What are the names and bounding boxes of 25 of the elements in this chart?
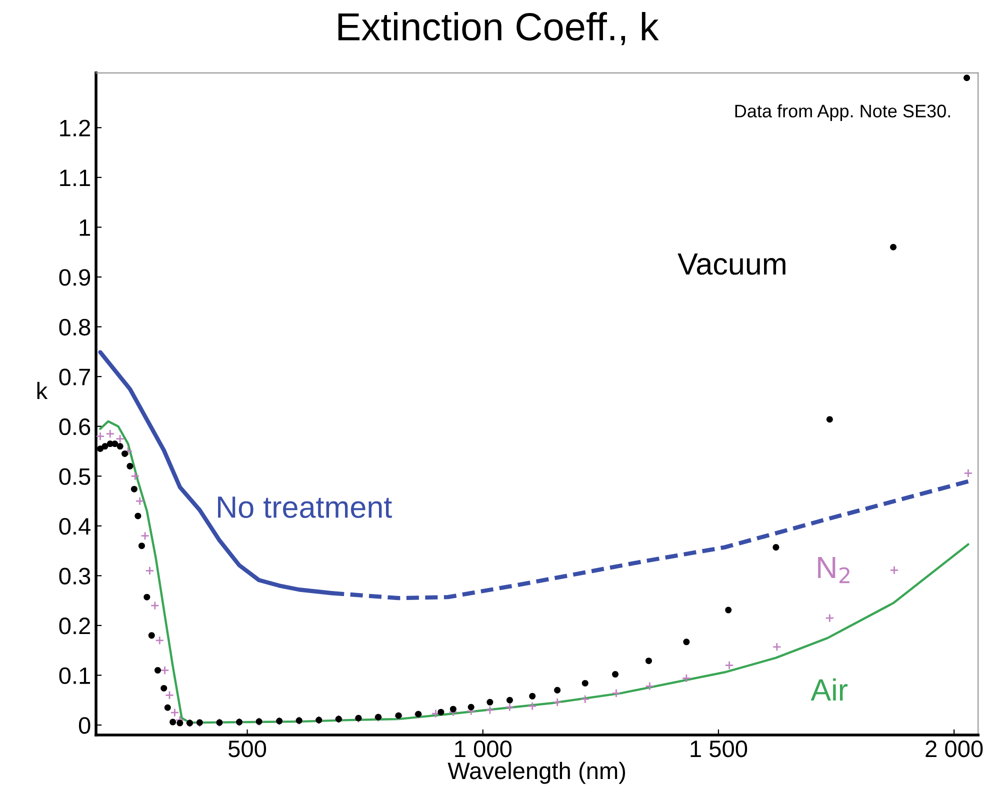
series-label: N$_{2}$ — [818, 557, 850, 584]
y-tick-label: 0.1 — [59, 667, 90, 684]
y-tick-label: 0.8 — [59, 318, 90, 336]
x-tick-label: 500 — [228, 740, 266, 758]
y-tick-label: 0.3 — [59, 568, 90, 584]
x-axis-title: Wavelength (nm) — [448, 762, 626, 784]
chart-title: Extinction Coeff., k — [338, 12, 659, 46]
annotation: Data from App. Note SE30. — [735, 104, 950, 122]
y-axis-title: k — [37, 382, 48, 400]
y-tick-label: 1 — [80, 220, 90, 236]
series-label: Air — [810, 678, 848, 700]
x-tick-label: 1 500 — [690, 740, 748, 758]
y-tick-label: 0.2 — [59, 618, 90, 634]
series-label: No treatment — [218, 496, 392, 518]
y-tick-label: 0.4 — [59, 518, 90, 535]
y-tick-label: 0.5 — [59, 468, 90, 485]
text: Vacuum — [678, 253, 786, 275]
y-tick-label: 0 — [78, 717, 90, 734]
y-tick-label: 0.7 — [59, 368, 90, 386]
y-tick-label: 1.1 — [60, 170, 90, 186]
x-tick-label: 1 000 — [455, 740, 512, 758]
x-tick-label: 2 000 — [926, 740, 983, 758]
y-tick-label: 0.6 — [59, 418, 90, 436]
y-tick-label: 1.2 — [60, 120, 90, 136]
y-tick-label: 0.9 — [59, 269, 90, 286]
